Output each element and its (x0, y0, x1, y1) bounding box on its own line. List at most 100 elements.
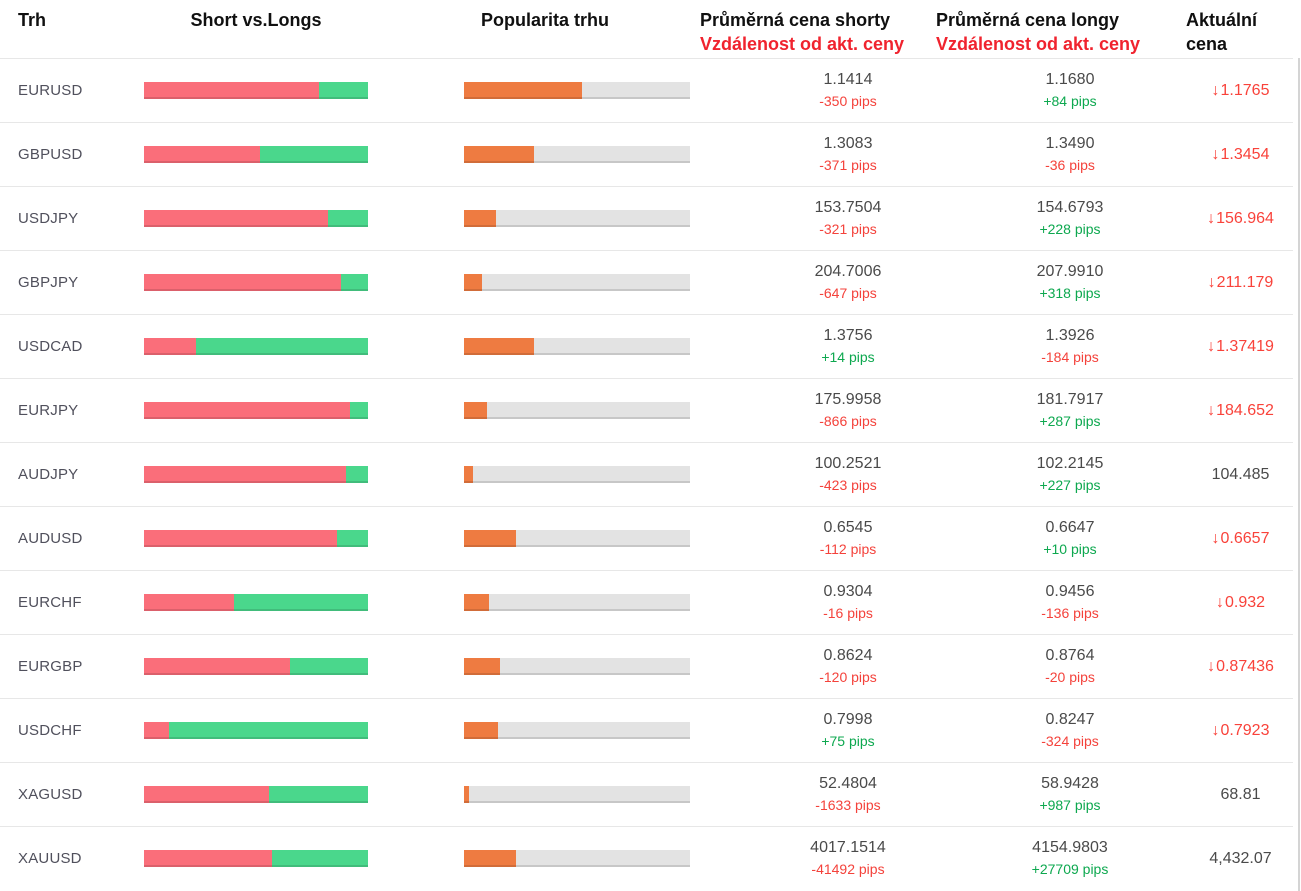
pair-label: AUDJPY (18, 466, 79, 483)
long-price: 0.8764 (1045, 647, 1095, 664)
long-bar-fill (195, 338, 368, 355)
long-price-cell: 0.6647 +10 pips (960, 517, 1180, 560)
short-price: 153.7504 (814, 199, 882, 216)
popularity-bar-fill (464, 530, 516, 547)
current-price-value: 156.964 (1216, 209, 1274, 227)
popularity-bar (464, 786, 690, 803)
popularity-bar (464, 722, 690, 739)
long-price-cell: 181.7917 +287 pips (960, 389, 1180, 432)
current-price-value: 68.81 (1220, 785, 1261, 803)
long-price: 1.3926 (1045, 327, 1095, 344)
short-bar-fill (144, 210, 328, 227)
long-price: 181.7917 (1036, 391, 1104, 408)
short-vs-longs-bar (144, 658, 368, 675)
long-pips: +987 pips (1039, 797, 1101, 813)
header-current-price: Aktuální cena (1180, 0, 1301, 56)
long-price-cell: 58.9428 +987 pips (960, 773, 1180, 816)
popularity-bar-fill (464, 466, 474, 483)
table-row: XAUUSD 4017.1514 -41492 pips 4154.9803 +… (0, 826, 1293, 890)
popularity-bar (464, 402, 690, 419)
table-row: XAGUSD 52.4804 -1633 pips 58.9428 +987 p… (0, 762, 1293, 826)
long-pips: +10 pips (1043, 541, 1097, 557)
long-bar-fill (318, 82, 368, 99)
short-pips: -16 pips (823, 605, 873, 621)
pair-label: GBPUSD (18, 146, 83, 163)
current-price-value: 1.1765 (1220, 81, 1270, 99)
short-price-cell: 0.6545 -112 pips (700, 517, 960, 560)
current-price: ↓0.932 (1180, 594, 1301, 612)
popularity-bar-fill (464, 274, 483, 291)
short-price: 0.8624 (823, 647, 873, 664)
pair-label: USDJPY (18, 210, 79, 227)
header-short-price: Průměrná cena shorty Vzdálenost od akt. … (700, 0, 960, 56)
long-pips: -324 pips (1041, 733, 1099, 749)
current-price: ↓0.87436 (1180, 658, 1301, 676)
short-price-cell: 1.1414 -350 pips (700, 69, 960, 112)
pair-label: EURGBP (18, 658, 83, 675)
short-pips: -120 pips (819, 669, 877, 685)
table-row: USDJPY 153.7504 -321 pips 154.6793 +228 … (0, 186, 1293, 250)
short-pips: +14 pips (821, 349, 875, 365)
short-price-cell: 100.2521 -423 pips (700, 453, 960, 496)
table-row: USDCAD 1.3756 +14 pips 1.3926 -184 pips … (0, 314, 1293, 378)
popularity-bar-fill (464, 850, 516, 867)
popularity-bar (464, 850, 690, 867)
pair-label: USDCHF (18, 722, 82, 739)
short-price: 1.1414 (823, 71, 873, 88)
down-arrow-icon: ↓ (1207, 273, 1216, 291)
long-bar-fill (345, 466, 368, 483)
short-price-cell: 0.8624 -120 pips (700, 645, 960, 688)
long-pips: +287 pips (1039, 413, 1101, 429)
short-price-cell: 4017.1514 -41492 pips (700, 837, 960, 880)
short-vs-longs-bar (144, 850, 368, 867)
current-price: ↓1.3454 (1180, 146, 1301, 164)
short-vs-longs-bar (144, 82, 368, 99)
down-arrow-icon: ↓ (1215, 593, 1224, 611)
popularity-bar-fill (464, 786, 469, 803)
short-price: 100.2521 (814, 455, 882, 472)
short-bar-fill (144, 594, 234, 611)
long-bar-fill (260, 146, 368, 163)
popularity-bar-fill (464, 402, 487, 419)
short-vs-longs-bar (144, 274, 368, 291)
current-price: 68.81 (1180, 786, 1301, 804)
table-row: AUDJPY 100.2521 -423 pips 102.2145 +227 … (0, 442, 1293, 506)
down-arrow-icon: ↓ (1211, 81, 1220, 99)
down-arrow-icon: ↓ (1207, 657, 1216, 675)
table-row: EURGBP 0.8624 -120 pips 0.8764 -20 pips … (0, 634, 1293, 698)
short-price-cell: 0.9304 -16 pips (700, 581, 960, 624)
popularity-bar (464, 658, 690, 675)
table-row: EURJPY 175.9958 -866 pips 181.7917 +287 … (0, 378, 1293, 442)
popularity-bar-fill (464, 146, 535, 163)
table-header: Trh Short vs.Longs Popularita trhu Průmě… (0, 0, 1301, 58)
pair-label: EURJPY (18, 402, 79, 419)
current-price-value: 1.37419 (1216, 337, 1274, 355)
short-vs-longs-bar (144, 786, 368, 803)
long-price: 154.6793 (1036, 199, 1104, 216)
long-pips: +228 pips (1039, 221, 1101, 237)
long-bar-fill (350, 402, 368, 419)
long-price: 58.9428 (1041, 775, 1099, 792)
long-bar-fill (327, 210, 368, 227)
short-vs-longs-bar (144, 594, 368, 611)
short-pips: -1633 pips (815, 797, 881, 813)
short-bar-fill (144, 786, 270, 803)
current-price: ↓0.7923 (1180, 722, 1301, 740)
current-price-value: 0.932 (1224, 593, 1266, 611)
popularity-bar (464, 82, 690, 99)
short-vs-longs-bar (144, 338, 368, 355)
long-pips: +227 pips (1039, 477, 1101, 493)
popularity-bar (464, 210, 690, 227)
short-price: 0.6545 (823, 519, 873, 536)
short-price: 52.4804 (819, 775, 877, 792)
short-pips: -112 pips (819, 541, 877, 557)
popularity-bar (464, 146, 690, 163)
short-price-cell: 0.7998 +75 pips (700, 709, 960, 752)
short-pips: -423 pips (819, 477, 877, 493)
long-pips: +318 pips (1039, 285, 1101, 301)
short-price: 0.7998 (823, 711, 873, 728)
current-price-value: 4,432.07 (1209, 849, 1272, 867)
header-short-vs-longs: Short vs.Longs (190, 10, 322, 30)
short-vs-longs-bar (144, 146, 368, 163)
